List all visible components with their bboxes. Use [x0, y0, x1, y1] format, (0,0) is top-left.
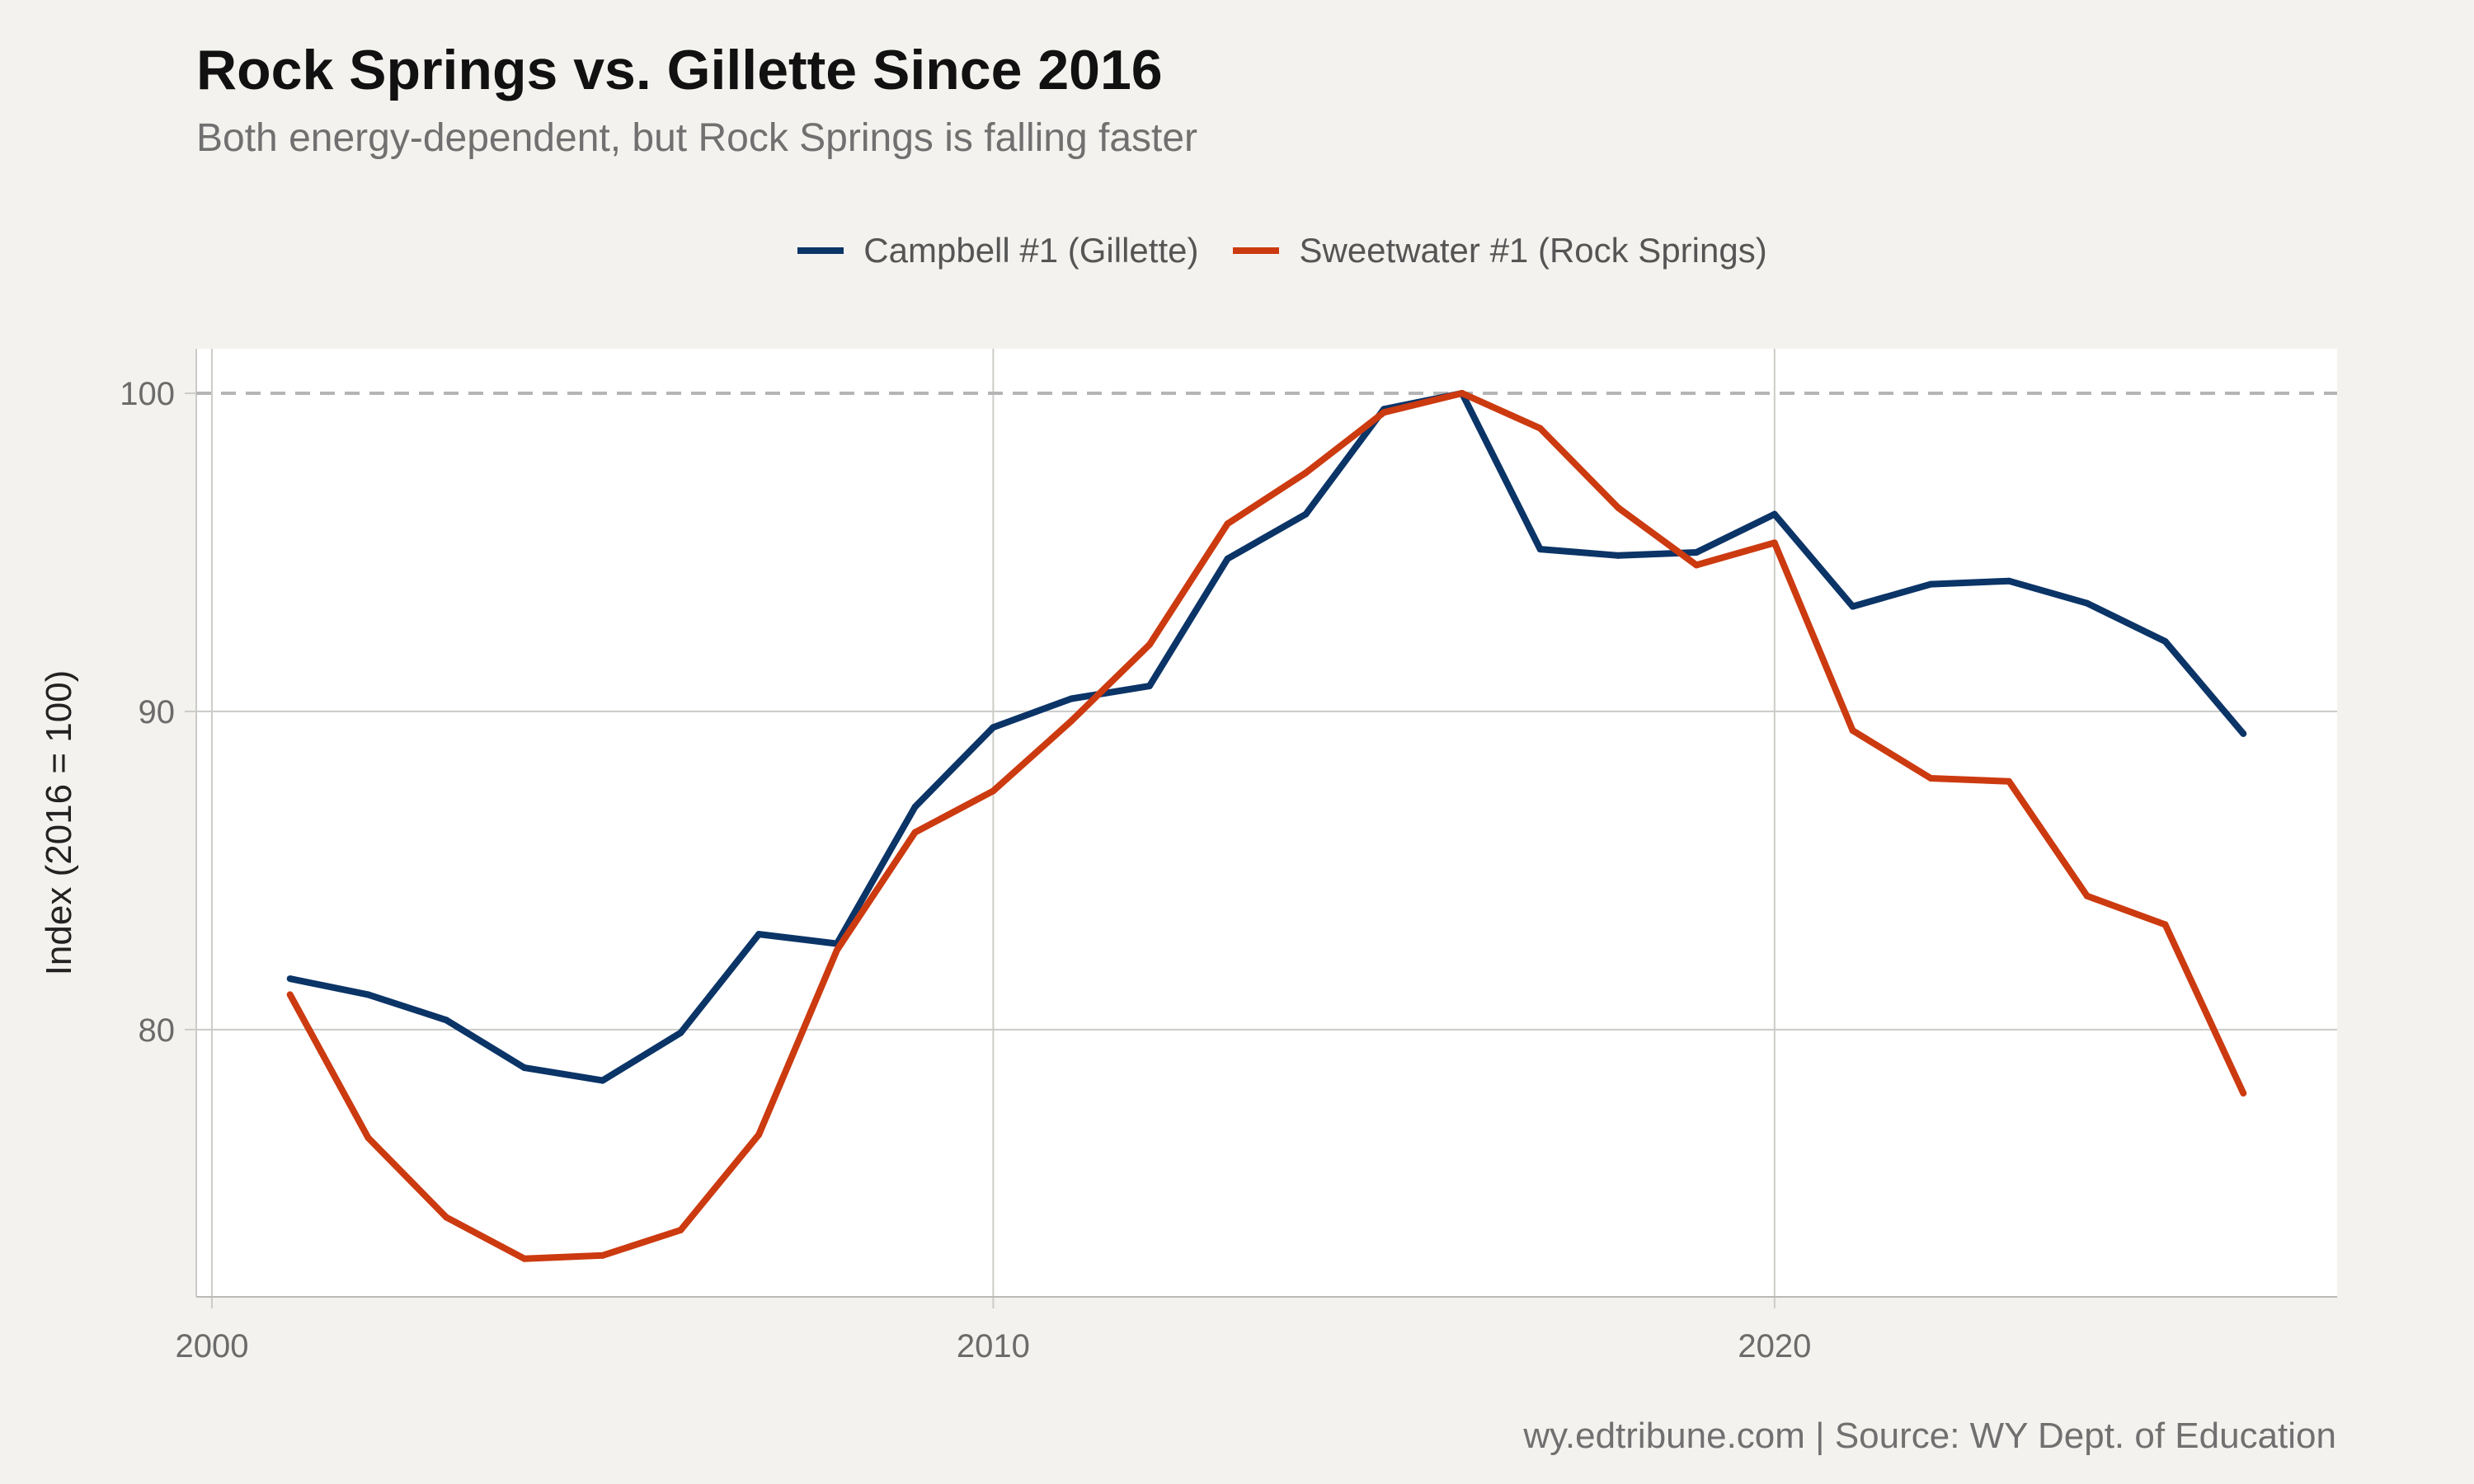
data-point-campbell — [1145, 683, 1153, 690]
data-point-campbell — [677, 1029, 684, 1036]
data-point-sweetwater — [1771, 539, 1778, 547]
data-point-campbell — [365, 991, 372, 998]
data-point-campbell — [990, 724, 997, 731]
data-point-sweetwater — [1693, 561, 1700, 569]
x-tick-label: 2010 — [957, 1328, 1030, 1364]
data-point-sweetwater — [1536, 425, 1544, 432]
data-point-campbell — [1224, 555, 1231, 562]
data-point-campbell — [2240, 730, 2247, 737]
data-point-sweetwater — [286, 991, 294, 998]
plot-panel — [196, 349, 2337, 1297]
series-line-campbell — [289, 390, 2246, 1084]
data-point-sweetwater — [1068, 717, 1075, 725]
data-point-campbell — [2006, 577, 2013, 585]
series-line-sweetwater — [287, 390, 2246, 1262]
data-point-campbell — [286, 975, 294, 983]
x-tick-label: 2000 — [175, 1328, 248, 1364]
y-tick-label: 90 — [139, 694, 176, 730]
x-tick-label: 2020 — [1738, 1328, 1811, 1364]
data-point-campbell — [911, 803, 919, 810]
chart-title: Rock Springs vs. Gillette Since 2016 — [196, 39, 1163, 101]
source-caption: wy.edtribune.com | Source: WY Dept. of E… — [1523, 1416, 2336, 1456]
data-point-campbell — [1927, 580, 1935, 588]
data-point-campbell — [2083, 599, 2091, 607]
data-point-sweetwater — [2006, 777, 2013, 785]
data-point-sweetwater — [1224, 520, 1231, 528]
data-point-campbell — [1068, 695, 1075, 702]
data-point-campbell — [443, 1017, 450, 1024]
data-point-sweetwater — [599, 1252, 606, 1259]
data-point-campbell — [2161, 638, 2169, 646]
data-point-campbell — [1771, 510, 1778, 518]
data-point-campbell — [755, 931, 763, 938]
data-point-sweetwater — [2240, 1090, 2247, 1097]
legend-swatch-campbell — [797, 247, 844, 254]
data-point-campbell — [599, 1077, 606, 1084]
data-point-sweetwater — [1145, 641, 1153, 648]
data-point-campbell — [1849, 603, 1856, 610]
data-point-campbell — [1693, 548, 1700, 556]
data-point-sweetwater — [2083, 892, 2091, 899]
data-point-sweetwater — [1927, 774, 1935, 782]
data-point-campbell — [1615, 552, 1622, 559]
data-point-sweetwater — [911, 829, 919, 836]
data-point-campbell — [1536, 546, 1544, 553]
data-point-campbell — [1302, 510, 1310, 518]
legend-label-sweetwater: Sweetwater #1 (Rock Springs) — [1299, 231, 1767, 270]
data-point-sweetwater — [520, 1255, 528, 1262]
legend-swatch-sweetwater — [1233, 247, 1280, 254]
data-point-sweetwater — [1849, 727, 1856, 735]
data-point-sweetwater — [1380, 409, 1388, 416]
data-point-sweetwater — [677, 1226, 684, 1233]
chart-subtitle: Both energy-dependent, but Rock Springs … — [196, 116, 1198, 160]
data-point-campbell — [520, 1064, 528, 1072]
data-point-sweetwater — [755, 1131, 763, 1139]
data-point-sweetwater — [1302, 469, 1310, 477]
data-point-sweetwater — [2161, 921, 2169, 928]
data-point-sweetwater — [365, 1134, 372, 1142]
legend: Campbell #1 (Gillette) Sweetwater #1 (Ro… — [0, 231, 2474, 270]
data-point-sweetwater — [443, 1214, 450, 1221]
legend-item-campbell: Campbell #1 (Gillette) — [797, 231, 1198, 270]
y-tick-label: 80 — [139, 1012, 176, 1049]
legend-label-campbell: Campbell #1 (Gillette) — [863, 231, 1199, 270]
data-point-sweetwater — [1615, 504, 1622, 511]
y-tick-label: 100 — [120, 376, 175, 412]
legend-item-sweetwater: Sweetwater #1 (Rock Springs) — [1233, 231, 1767, 270]
y-axis-title: Index (2016 = 100) — [39, 670, 79, 976]
data-point-sweetwater — [1458, 390, 1465, 397]
data-point-sweetwater — [990, 787, 997, 795]
data-point-sweetwater — [833, 946, 840, 954]
